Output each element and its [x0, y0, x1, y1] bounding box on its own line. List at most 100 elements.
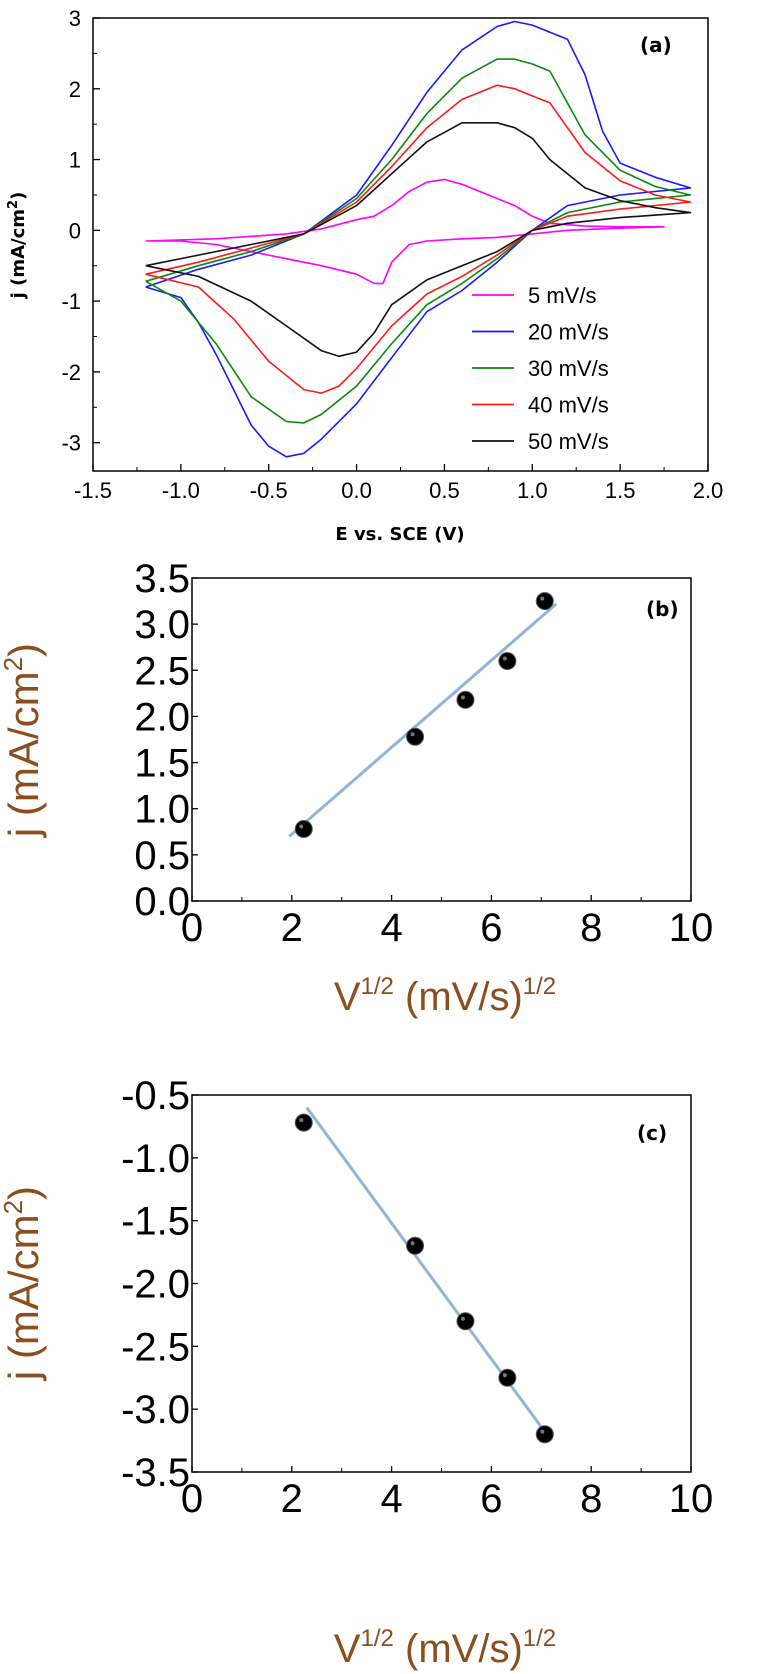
data-point-highlight — [540, 1429, 545, 1434]
data-point-highlight — [502, 656, 507, 661]
plot-frame — [191, 577, 692, 902]
x-axis-label-sup2: 1/2 — [523, 973, 556, 1000]
x-axis-label-mid: (mV/s) — [394, 1627, 523, 1671]
y-tick-label: 3 — [69, 6, 81, 31]
y-tick-label: -2.5 — [121, 1325, 190, 1369]
fit-line — [288, 602, 558, 838]
x-axis-label: E vs. SCE (V) — [335, 524, 464, 545]
x-tick-label: 8 — [580, 1477, 602, 1521]
legend-label: 5 mV/s — [528, 283, 596, 308]
legend-label: 20 mV/s — [528, 320, 609, 345]
series-line-5-mv-s — [145, 178, 665, 285]
data-point — [456, 690, 475, 709]
y-tick-label: -3.0 — [121, 1388, 190, 1432]
data-point-highlight — [460, 695, 465, 700]
panel-label-b: (b) — [646, 597, 679, 621]
data-point — [294, 1113, 313, 1132]
y-tick-label: 1.0 — [134, 788, 190, 832]
data-point — [498, 1368, 517, 1387]
x-tick-label: -0.5 — [250, 478, 288, 503]
y-tick-label: 2.5 — [134, 649, 190, 693]
data-point-highlight — [502, 1373, 507, 1378]
series-line-20-mv-s — [145, 20, 692, 458]
data-point-highlight — [299, 1118, 304, 1123]
legend-label: 30 mV/s — [528, 356, 609, 381]
data-point — [498, 652, 517, 671]
series-line-30-mv-s — [145, 58, 692, 424]
y-axis-label-tail: ) — [0, 1186, 47, 1200]
panel-label-a: (a) — [640, 33, 672, 57]
x-tick-label: 1.0 — [517, 478, 548, 503]
y-tick-label: -1 — [61, 289, 81, 314]
y-tick-label: 0 — [69, 218, 81, 243]
x-axis-label-sup2: 1/2 — [523, 1625, 556, 1652]
legend: 5 mV/s 20 mV/s 30 mV/s 40 mV/s 50 mV/s — [472, 283, 609, 454]
x-tick-label: 0.0 — [341, 478, 372, 503]
x-tick-label: 1.5 — [605, 478, 636, 503]
x-tick-label: 10 — [669, 906, 714, 950]
x-axis-label: V1/2 (mV/s)1/2 — [334, 1625, 556, 1671]
y-tick-label: 2.0 — [134, 695, 190, 739]
x-tick-label: 0 — [181, 906, 203, 950]
y-tick-label: 1 — [69, 148, 81, 173]
y-axis-label-tail: ) — [8, 192, 29, 200]
plot-frame — [92, 17, 709, 472]
y-tick-label: -1.5 — [121, 1200, 190, 1244]
x-axis-label: V1/2 (mV/s)1/2 — [334, 973, 556, 1019]
y-axis-label: j (mA/cm2) — [6, 192, 29, 300]
y-axis-label-sup: 2 — [0, 657, 28, 671]
data-point-highlight — [460, 1316, 465, 1321]
data-point — [535, 592, 554, 611]
legend-label: 50 mV/s — [528, 429, 609, 454]
y-axis-label: j (mA/cm2) — [0, 643, 47, 839]
x-tick-label: 0.5 — [429, 478, 460, 503]
x-tick-label: 0 — [181, 1477, 203, 1521]
data-point-highlight — [540, 596, 545, 601]
fit-line — [305, 1106, 553, 1442]
x-tick-label: 8 — [580, 906, 602, 950]
data-point — [406, 727, 425, 746]
y-axis-label-sup: 2 — [6, 200, 21, 209]
y-tick-label: -1.0 — [121, 1137, 190, 1181]
data-point — [406, 1236, 425, 1255]
x-tick-label: 10 — [669, 1477, 714, 1521]
y-axis-label-main: j (mA/cm — [8, 209, 29, 299]
y-tick-label: -3 — [61, 431, 81, 456]
x-tick-label: 2 — [281, 1477, 303, 1521]
panel-b: 0 2 4 6 8 103.53.02.52.01.51.00.50.0 (b) V1/2… — [0, 557, 713, 1019]
y-axis-label: j (mA/cm2) — [0, 1186, 47, 1382]
y-axis-label-tail: ) — [0, 643, 47, 657]
y-tick-label: 3.5 — [134, 557, 190, 601]
y-tick-label: 0.5 — [134, 834, 190, 878]
y-tick-label: -3.5 — [121, 1451, 190, 1495]
y-tick-label: -2 — [61, 360, 81, 385]
plot-frame — [191, 1094, 692, 1473]
y-axis-label-main: j (mA/cm — [0, 1214, 47, 1382]
x-tick-label: 4 — [380, 906, 402, 950]
y-tick-label: 2 — [69, 77, 81, 102]
x-tick-label: 4 — [380, 1477, 402, 1521]
x-axis-label-main: V — [334, 1627, 361, 1671]
x-axis-label-sup: 1/2 — [361, 973, 394, 1000]
data-point-highlight — [299, 824, 304, 829]
x-tick-label: 2 — [281, 906, 303, 950]
data-point — [456, 1312, 475, 1331]
x-tick-label: 6 — [480, 906, 502, 950]
x-axis-label-main: V — [334, 975, 361, 1019]
y-tick-label: 1.5 — [134, 742, 190, 786]
panel-label-c: (c) — [637, 1121, 667, 1145]
data-point-highlight — [410, 732, 415, 737]
data-point-highlight — [410, 1241, 415, 1246]
legend-label: 40 mV/s — [528, 393, 609, 418]
series-line-50-mv-s — [145, 122, 692, 358]
x-tick-label: 2.0 — [693, 478, 724, 503]
x-tick-label: -1.5 — [74, 478, 112, 503]
y-tick-label: -0.5 — [121, 1074, 190, 1118]
panel-c: 0 2 4 6 8 10-0.5-1.0-1.5-2.0-2.5-3.0-3.5 (c) … — [0, 1074, 713, 1671]
data-point — [294, 820, 313, 839]
data-point — [535, 1425, 554, 1444]
series-line-40-mv-s — [145, 84, 692, 394]
y-axis-label-sup: 2 — [0, 1200, 28, 1214]
x-tick-label: 6 — [480, 1477, 502, 1521]
